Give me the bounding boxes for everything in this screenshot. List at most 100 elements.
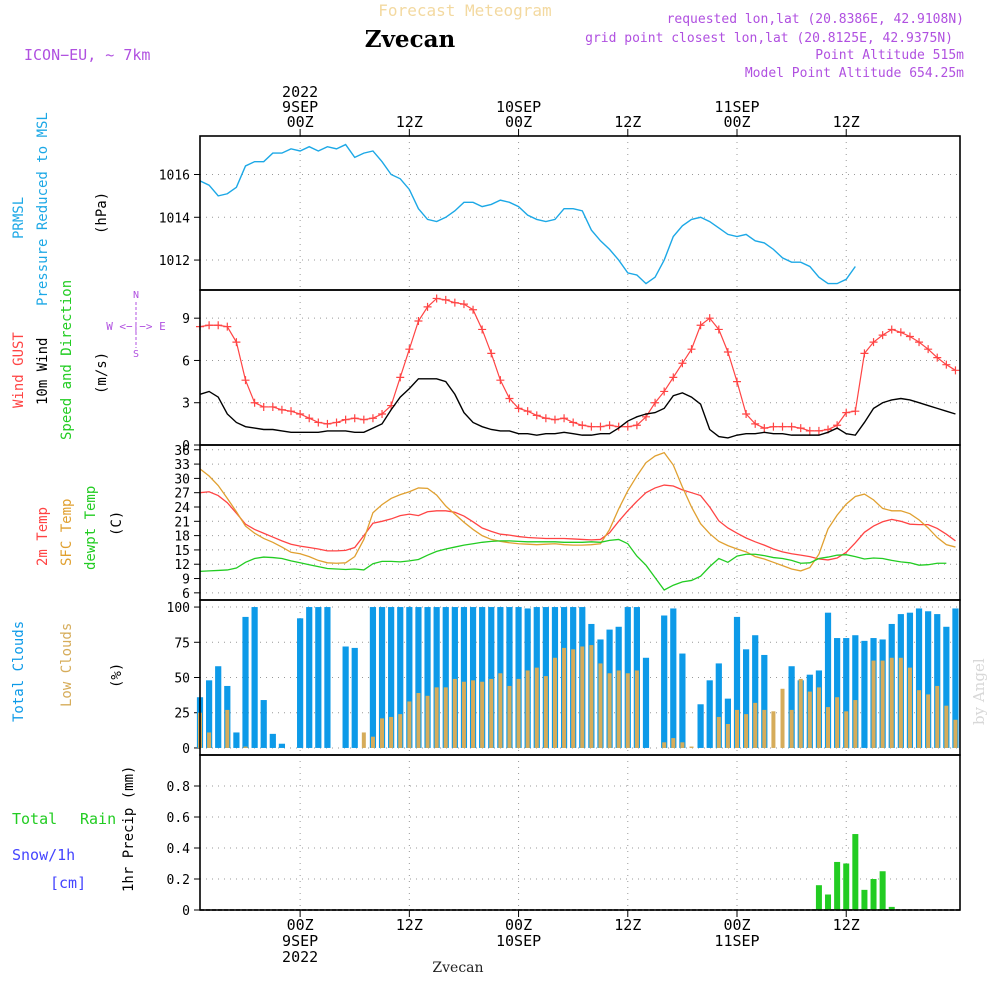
total-clouds-bar — [479, 607, 486, 748]
low-clouds-bar — [461, 681, 466, 748]
bottom-time-label: 12Z — [614, 916, 641, 934]
wind-gust-marker — [514, 404, 523, 413]
low-clouds-bar — [552, 657, 557, 748]
total-clouds-bar — [424, 607, 431, 748]
low-clouds-bar — [389, 716, 394, 748]
wind-gust-marker — [778, 422, 787, 431]
total-clouds-bar — [324, 607, 331, 748]
low-clouds-bar — [480, 681, 485, 748]
wind-gust-marker — [869, 338, 878, 347]
wind-gust-marker — [423, 302, 432, 311]
wind-gust-marker — [878, 331, 887, 340]
wind-gust-marker — [505, 394, 514, 403]
total-clouds-bar — [761, 654, 768, 748]
low-clouds-bar — [926, 694, 931, 748]
total-clouds-bar — [661, 615, 668, 748]
low-clouds-bar — [370, 736, 375, 748]
low-clouds-bar — [762, 709, 767, 748]
low-clouds-bar — [853, 700, 858, 748]
clouds-tick-label: 0 — [182, 742, 190, 757]
total-clouds-bar — [934, 614, 941, 748]
precip-label-cm: [cm] — [50, 874, 86, 892]
temp-sfc-line — [199, 451, 956, 572]
wind-gust-marker — [277, 405, 286, 414]
wind-gust-marker — [205, 321, 214, 330]
wind-gust-marker — [605, 421, 614, 430]
total-clouds-bar — [451, 607, 458, 748]
wind-gust-marker — [660, 387, 669, 396]
rain-bar — [861, 889, 868, 910]
top-time-label: 9SEP — [282, 98, 318, 116]
total-clouds-bar — [297, 618, 304, 748]
wind-gust-marker — [305, 414, 314, 423]
wind-gust-marker — [432, 294, 441, 303]
wind-gust-marker — [469, 305, 478, 314]
low-clouds-bar — [225, 709, 230, 748]
rain-bar — [888, 906, 895, 910]
low-clouds-bar — [744, 714, 749, 748]
wind-gust-marker — [842, 408, 851, 417]
pressure-tick-label: 1016 — [159, 169, 190, 184]
low-clouds-bar — [826, 707, 831, 748]
total-clouds-bar — [378, 607, 386, 748]
wind-gust-marker — [541, 414, 550, 423]
bottom-time-label: 00Z — [287, 916, 314, 934]
bottom-time-label: 11SEP — [714, 932, 759, 950]
wind-label-unit: (m/s) — [94, 352, 110, 394]
clouds-tick-label: 75 — [174, 636, 190, 651]
precip-tick-label: 0.4 — [167, 842, 191, 857]
wind-gust-marker — [896, 328, 905, 337]
low-clouds-bar — [735, 709, 740, 748]
total-clouds-bar — [752, 635, 759, 748]
total-clouds-bar — [733, 616, 741, 748]
wind-gust-marker — [350, 414, 359, 423]
low-clouds-bar — [598, 663, 603, 748]
total-clouds-bar — [269, 733, 276, 748]
temp-dewpt-line — [199, 538, 947, 591]
pressure-tick-label: 1014 — [159, 211, 190, 226]
total-clouds-bar — [506, 607, 513, 748]
wind-gust-marker — [669, 373, 678, 382]
wind-gust-marker — [769, 422, 778, 431]
temp-label-unit: (C) — [109, 511, 125, 536]
pressure-label-prmsl: PRMSL — [11, 197, 27, 239]
low-clouds-bar — [361, 732, 366, 748]
wind-gust-marker — [742, 410, 751, 418]
temp-tick-label: 9 — [182, 573, 190, 588]
clouds-tick-label: 100 — [167, 601, 190, 616]
wind-gust-marker — [232, 338, 241, 347]
wind-gust-marker — [705, 314, 714, 323]
low-clouds-bar — [562, 647, 567, 748]
cloud-label-total: Total Clouds — [11, 621, 27, 722]
total-clouds-bar — [315, 607, 322, 748]
compass-north: N — [133, 290, 139, 301]
wind-gust-marker — [268, 402, 277, 411]
wind-gust-marker — [632, 421, 641, 430]
precip-tick-label: 0.8 — [167, 780, 190, 795]
wind-gust-marker — [341, 415, 350, 424]
precip-tick-label: 0.2 — [167, 873, 190, 888]
wind-gust-marker — [578, 421, 587, 430]
total-clouds-bar — [488, 607, 495, 748]
top-time-label: 00Z — [287, 113, 314, 131]
total-clouds-bar — [278, 743, 286, 748]
location-title: Zvecan — [365, 26, 456, 53]
low-clouds-bar — [816, 687, 821, 748]
wind-gust-marker — [924, 345, 933, 354]
low-clouds-bar — [571, 649, 576, 748]
low-clouds-bar — [616, 670, 621, 748]
temp-tick-label: 12 — [174, 558, 190, 573]
wind-gust-marker — [332, 418, 341, 427]
wind-frame — [199, 289, 961, 446]
temp-tick-label: 30 — [174, 472, 190, 487]
wind-tick-label: 3 — [182, 397, 190, 412]
temp-label-2m: 2m Temp — [35, 507, 51, 566]
total-clouds-bar — [206, 680, 213, 748]
wind-gust-marker — [651, 398, 660, 407]
total-clouds-bar — [442, 607, 449, 748]
top-time-label: 00Z — [723, 113, 750, 131]
low-clouds-bar — [516, 678, 521, 748]
wind-gust-marker — [951, 366, 960, 375]
wind-label-gust: Wind GUST — [11, 332, 27, 408]
total-clouds-bar — [925, 611, 932, 748]
